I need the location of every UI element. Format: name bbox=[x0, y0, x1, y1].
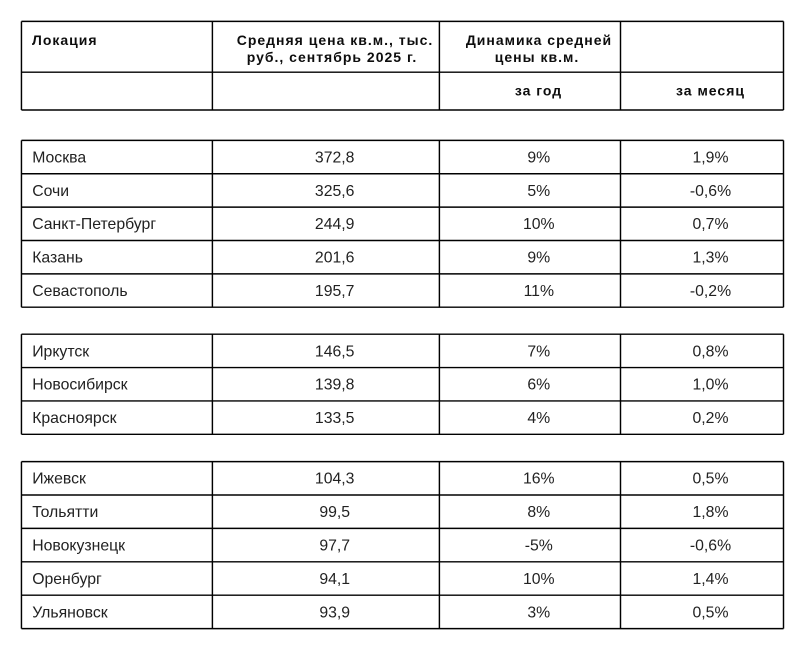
svg-text:1,3%: 1,3% bbox=[692, 250, 728, 267]
svg-text:за месяц: за месяц bbox=[676, 82, 745, 98]
svg-text:Казань: Казань bbox=[32, 250, 83, 267]
svg-text:139,8: 139,8 bbox=[315, 377, 355, 394]
svg-text:0,2%: 0,2% bbox=[692, 410, 728, 427]
svg-text:1,8%: 1,8% bbox=[692, 504, 728, 521]
svg-text:372,8: 372,8 bbox=[315, 150, 355, 167]
svg-text:Средняя цена кв.м., тыс.: Средняя цена кв.м., тыс. bbox=[237, 32, 434, 48]
svg-text:11%: 11% bbox=[524, 283, 554, 300]
svg-text:1,4%: 1,4% bbox=[692, 571, 728, 588]
svg-text:Севастополь: Севастополь bbox=[32, 283, 127, 300]
svg-text:9%: 9% bbox=[527, 250, 550, 267]
svg-text:7%: 7% bbox=[527, 343, 550, 360]
svg-text:133,5: 133,5 bbox=[315, 410, 355, 427]
svg-text:-0,2%: -0,2% bbox=[690, 283, 731, 300]
svg-text:Динамика средней: Динамика средней bbox=[466, 32, 612, 48]
svg-text:1,9%: 1,9% bbox=[692, 150, 728, 167]
svg-text:руб., сентябрь 2025 г.: руб., сентябрь 2025 г. bbox=[247, 49, 418, 65]
svg-text:-0,6%: -0,6% bbox=[690, 183, 731, 200]
svg-text:-5%: -5% bbox=[525, 538, 553, 555]
svg-text:94,1: 94,1 bbox=[319, 571, 350, 588]
svg-text:за год: за год bbox=[515, 82, 562, 98]
svg-text:16%: 16% bbox=[523, 471, 555, 488]
svg-text:Санкт-Петербург: Санкт-Петербург bbox=[32, 216, 156, 233]
svg-text:Тольятти: Тольятти bbox=[32, 504, 98, 521]
svg-text:Иркутск: Иркутск bbox=[32, 343, 89, 360]
svg-text:Новосибирск: Новосибирск bbox=[32, 377, 127, 394]
svg-text:Оренбург: Оренбург bbox=[32, 571, 102, 588]
svg-text:Новокузнецк: Новокузнецк bbox=[32, 538, 125, 555]
svg-text:99,5: 99,5 bbox=[319, 504, 350, 521]
svg-text:3%: 3% bbox=[527, 604, 550, 621]
svg-text:Локация: Локация bbox=[32, 32, 98, 48]
svg-text:Москва: Москва bbox=[32, 150, 86, 167]
svg-text:0,5%: 0,5% bbox=[692, 604, 728, 621]
svg-text:Ижевск: Ижевск bbox=[32, 471, 86, 488]
svg-text:201,6: 201,6 bbox=[315, 250, 355, 267]
svg-text:0,7%: 0,7% bbox=[692, 216, 728, 233]
svg-text:244,9: 244,9 bbox=[315, 216, 355, 233]
svg-text:8%: 8% bbox=[527, 504, 550, 521]
svg-text:93,9: 93,9 bbox=[319, 604, 350, 621]
svg-text:Ульяновск: Ульяновск bbox=[32, 604, 108, 621]
svg-text:1,0%: 1,0% bbox=[692, 377, 728, 394]
svg-text:Красноярск: Красноярск bbox=[32, 410, 116, 427]
svg-text:0,5%: 0,5% bbox=[692, 471, 728, 488]
svg-text:104,3: 104,3 bbox=[315, 471, 355, 488]
svg-text:10%: 10% bbox=[523, 571, 555, 588]
svg-text:5%: 5% bbox=[527, 183, 550, 200]
svg-text:Сочи: Сочи bbox=[32, 183, 69, 200]
svg-text:9%: 9% bbox=[527, 150, 550, 167]
svg-text:4%: 4% bbox=[527, 410, 550, 427]
svg-text:325,6: 325,6 bbox=[315, 183, 355, 200]
svg-text:10%: 10% bbox=[523, 216, 555, 233]
svg-text:146,5: 146,5 bbox=[315, 343, 355, 360]
svg-text:-0,6%: -0,6% bbox=[690, 538, 731, 555]
svg-text:97,7: 97,7 bbox=[319, 538, 350, 555]
svg-text:195,7: 195,7 bbox=[315, 283, 355, 300]
svg-text:0,8%: 0,8% bbox=[692, 343, 728, 360]
svg-text:6%: 6% bbox=[527, 377, 550, 394]
svg-text:цены кв.м.: цены кв.м. bbox=[495, 49, 579, 65]
